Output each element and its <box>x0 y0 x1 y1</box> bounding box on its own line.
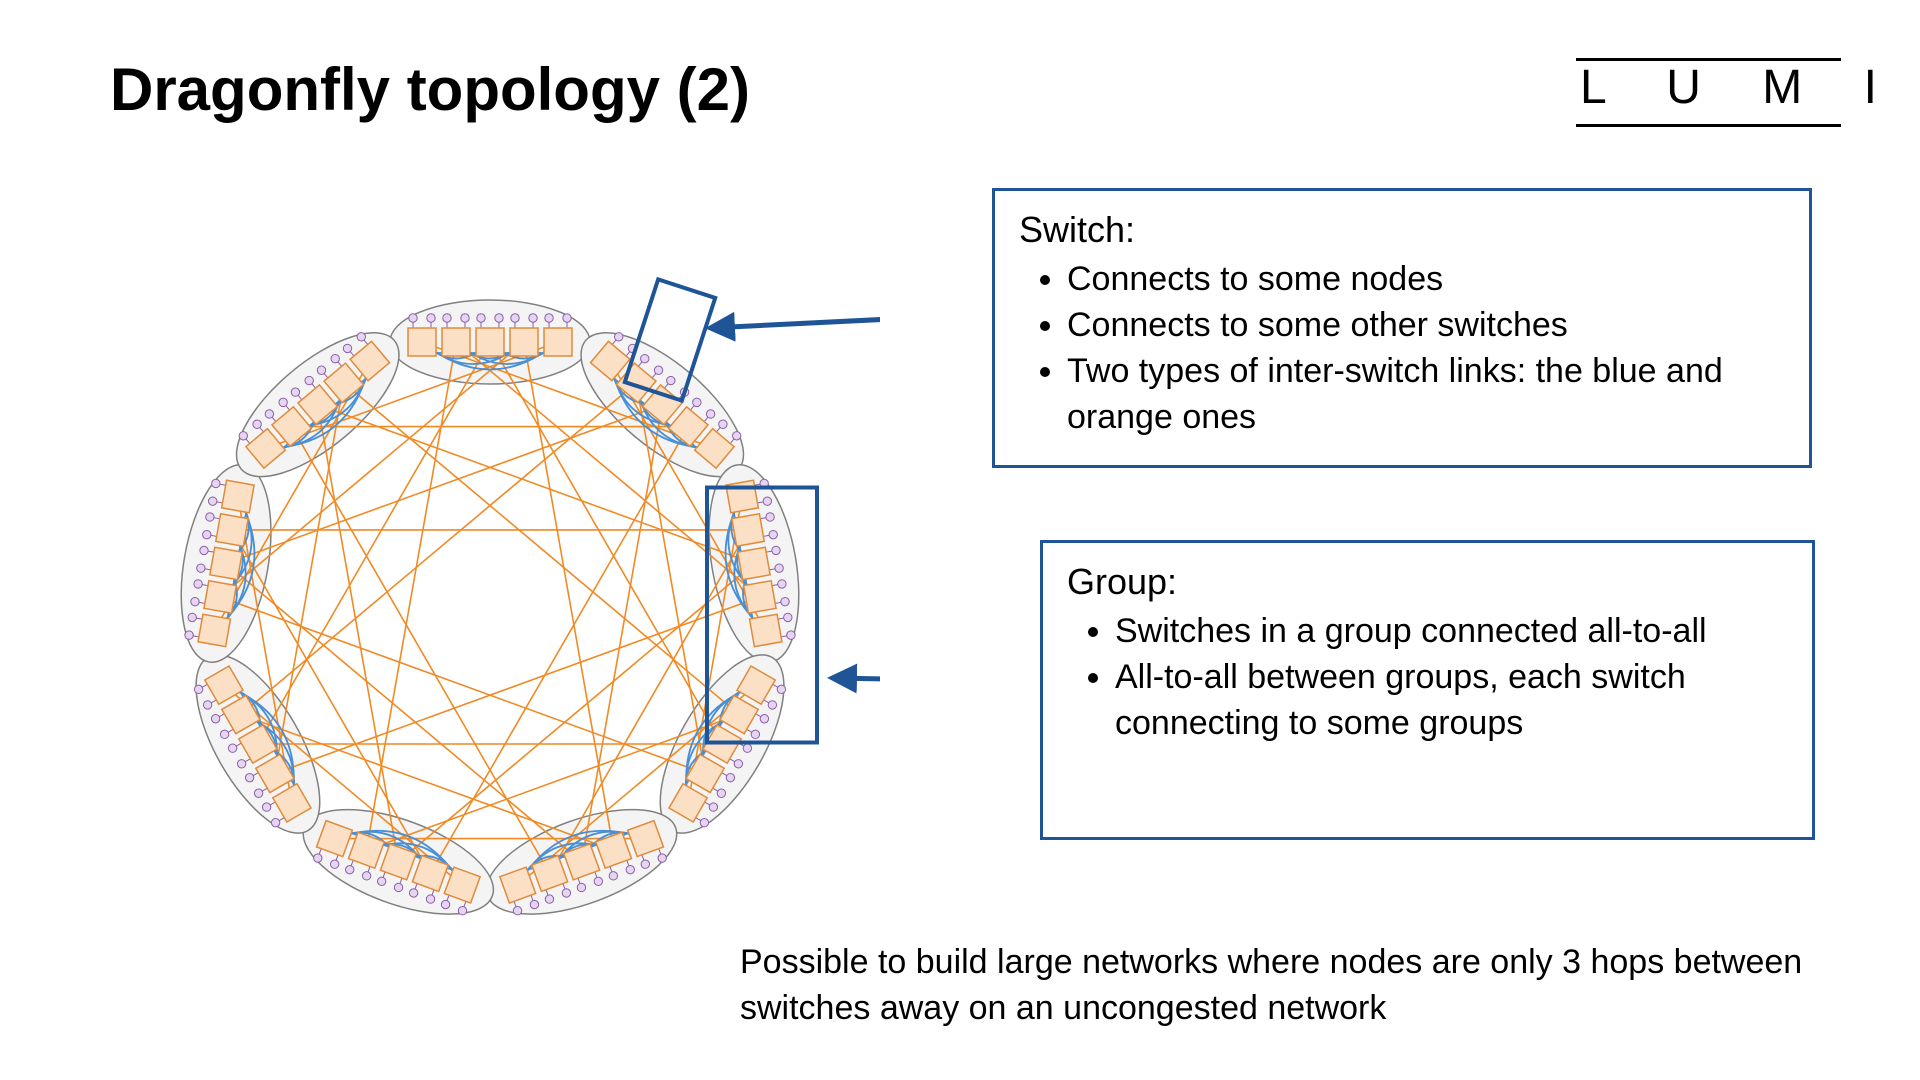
callout-switch: Switch: Connects to some nodes Connects … <box>992 188 1812 468</box>
list-item: Connects to some other switches <box>1067 303 1785 349</box>
page-title: Dragonfly topology (2) <box>110 55 750 124</box>
list-item: Connects to some nodes <box>1067 257 1785 303</box>
slide-root: { "title": "Dragonfly topology (2)", "ti… <box>0 0 1920 1080</box>
logo-text: L U M I <box>1580 60 1901 115</box>
list-item: Two types of inter-switch links: the blu… <box>1067 349 1785 441</box>
logo-line-bottom <box>1576 124 1841 127</box>
callout-group: Group: Switches in a group connected all… <box>1040 540 1815 840</box>
callout-switch-heading: Switch: <box>1019 209 1785 251</box>
list-item: Switches in a group connected all-to-all <box>1115 609 1788 655</box>
footnote-text: Possible to build large networks where n… <box>740 940 1820 1032</box>
callout-group-heading: Group: <box>1067 561 1788 603</box>
callout-group-list: Switches in a group connected all-to-all… <box>1067 609 1788 747</box>
callout-switch-list: Connects to some nodes Connects to some … <box>1019 257 1785 441</box>
list-item: All-to-all between groups, each switch c… <box>1115 655 1788 747</box>
dragonfly-diagram <box>100 220 880 1000</box>
